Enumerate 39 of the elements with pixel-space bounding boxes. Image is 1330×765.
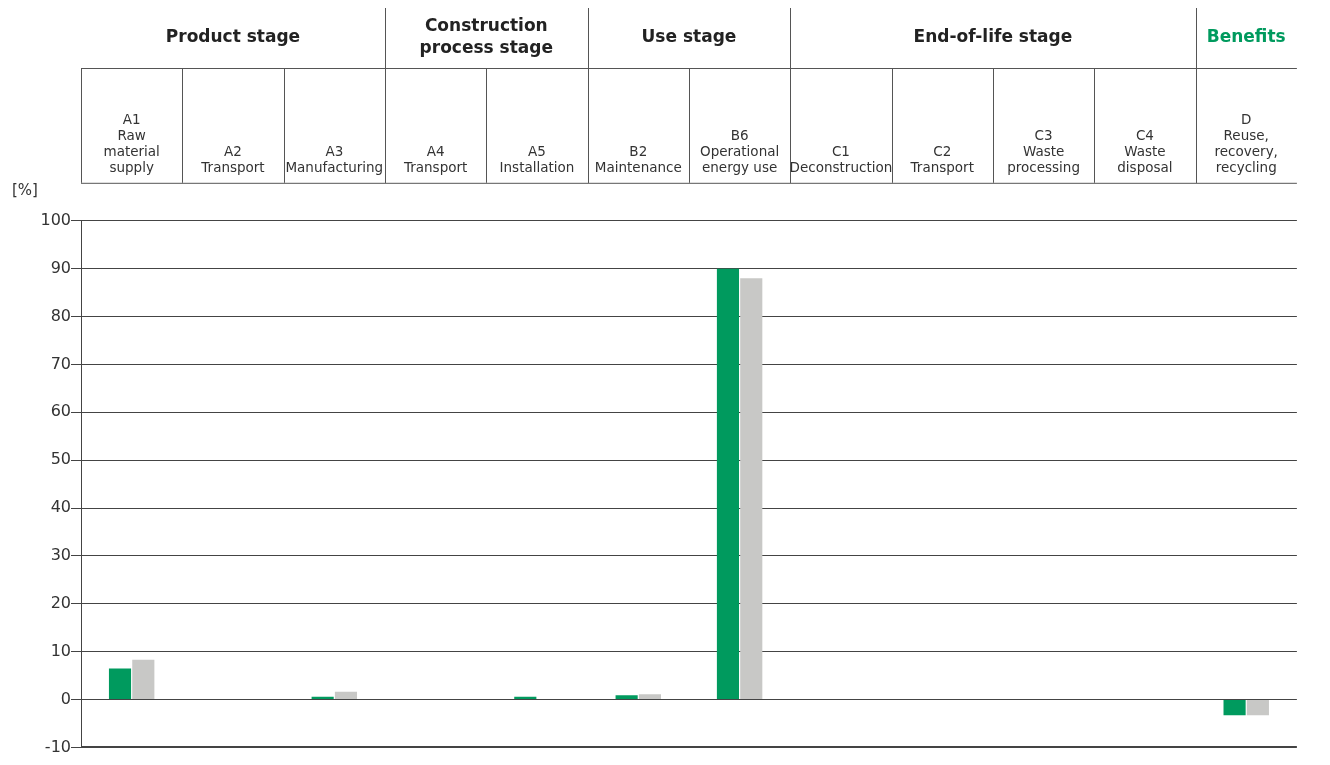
y-tick-label: 30 [50,545,71,565]
bar [1223,700,1246,716]
bar [740,278,763,700]
text: Construction process stage [419,15,554,58]
y-tick-label: 100 [40,209,71,229]
bar [108,668,132,700]
bar [1246,700,1269,716]
y-tick-label: 90 [50,257,71,277]
x-tick-label: A3 Manufacturing [285,143,384,176]
x-tick-label: A4 Transport [402,143,468,176]
x-tick-label: D Reuse, recovery, recycling [1214,110,1278,176]
y-tick-label: 70 [50,353,71,373]
y-tick-label: 50 [50,449,71,469]
text: Product stage [165,26,301,47]
bar [334,691,358,700]
y-tick-label: 0 [60,688,71,708]
x-tick-label: A5 Installation [499,143,575,176]
y-tick-label: 80 [50,305,71,325]
x-tick-label: A1 Raw material supply [103,110,160,176]
x-tick-label: B2 Maintenance [594,143,682,176]
text: Benefits [1206,26,1286,47]
bar [132,659,155,700]
bar [638,694,662,700]
x-tick-label: C3 Waste processing [1007,126,1080,176]
x-tick-label: A2 Transport [200,143,265,176]
text: End-of-life stage [913,26,1073,47]
y-tick-label: -10 [44,736,71,756]
x-tick-label: B6 Operational energy use [700,126,780,176]
y-tick-label: 60 [50,401,71,421]
y-tick-label: 20 [50,592,71,612]
y-axis-title: [%] [12,180,38,199]
x-tick-label: C4 Waste disposal [1117,126,1173,176]
bar [716,268,740,700]
x-tick-label: C2 Transport [909,143,974,176]
y-tick-label: 10 [50,640,71,660]
text: Use stage [641,26,737,47]
y-tick-label: 40 [50,497,71,517]
bar [615,695,638,700]
x-tick-label: C1 Deconstruction [789,143,893,176]
